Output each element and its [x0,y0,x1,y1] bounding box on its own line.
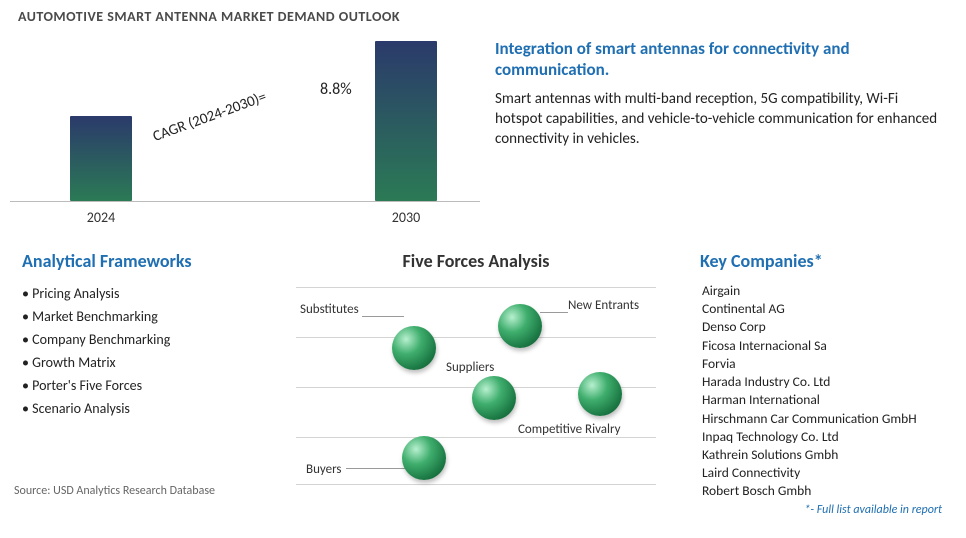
fiveforces-label: Buyers [306,462,342,477]
companies-footnote: *- Full list available in report [700,503,948,517]
fiveforces-label: Substitutes [300,302,359,317]
sphere-icon [392,326,436,370]
list-item: Airgain [702,282,948,300]
blurb: Integration of smart antennas for connec… [495,38,940,149]
bar-2024 [70,116,132,201]
list-item: Porter's Five Forces [22,374,262,397]
list-item: Kathrein Solutions Gmbh [702,446,948,464]
frameworks-column: Analytical Frameworks Pricing Analysis M… [22,250,262,421]
list-item: Scenario Analysis [22,397,262,420]
list-item: Ficosa Internacional Sa [702,337,948,355]
companies-title: Key Companies* [700,250,948,272]
fiveforces-label: Competitive Rivalry [518,422,620,437]
list-item: Harman International [702,391,948,409]
fiveforces-column: Five Forces Analysis Substitutes New Entr… [296,250,656,492]
source-line: Source: USD Analytics Research Database [14,484,215,498]
list-item: Denso Corp [702,318,948,336]
frameworks-list: Pricing Analysis Market Benchmarking Com… [22,282,262,421]
companies-list: Airgain Continental AG Denso Corp Ficosa… [700,282,948,501]
fiveforces-rule [296,337,656,338]
leader-line [540,312,568,313]
fiveforces-label: Suppliers [446,360,494,375]
sphere-icon [498,304,542,348]
cagr-value: 8.8% [320,80,352,99]
bar-chart: 2024 2030 CAGR (2024-2030)= 8.8% [10,28,480,228]
fiveforces-title: Five Forces Analysis [296,250,656,272]
cagr-label: CAGR (2024-2030)= [151,88,269,146]
leader-line [346,468,406,469]
page-title: AUTOMOTIVE SMART ANTENNA MARKET DEMAND O… [18,8,400,25]
sphere-icon [402,436,446,480]
companies-column: Key Companies* Airgain Continental AG De… [700,250,948,517]
list-item: Pricing Analysis [22,282,262,305]
list-item: Forvia [702,355,948,373]
bar-2030 [375,41,437,201]
list-item: Hirschmann Car Communication GmbH [702,410,948,428]
fiveforces-canvas: Substitutes New Entrants Suppliers Competit… [296,282,656,492]
list-item: Company Benchmarking [22,328,262,351]
list-item: Inpaq Technology Co. Ltd [702,428,948,446]
sphere-icon [578,372,622,416]
fiveforces-rule [296,437,656,438]
list-item: Continental AG [702,300,948,318]
list-item: Laird Connectivity [702,464,948,482]
list-item: Robert Bosch Gmbh [702,482,948,500]
list-item: Harada Industry Co. Ltd [702,373,948,391]
chart-axis [10,201,480,202]
list-item: Growth Matrix [22,351,262,374]
bar-label-2024: 2024 [70,209,132,226]
fiveforces-rule [296,287,656,288]
blurb-title: Integration of smart antennas for connec… [495,38,940,81]
frameworks-title: Analytical Frameworks [22,250,262,272]
list-item: Market Benchmarking [22,305,262,328]
leader-line [362,316,404,317]
fiveforces-label: New Entrants [568,298,639,313]
sphere-icon [472,376,516,420]
blurb-body: Smart antennas with multi-band reception… [495,89,940,150]
bar-label-2030: 2030 [375,209,437,226]
fiveforces-rule [296,484,656,485]
